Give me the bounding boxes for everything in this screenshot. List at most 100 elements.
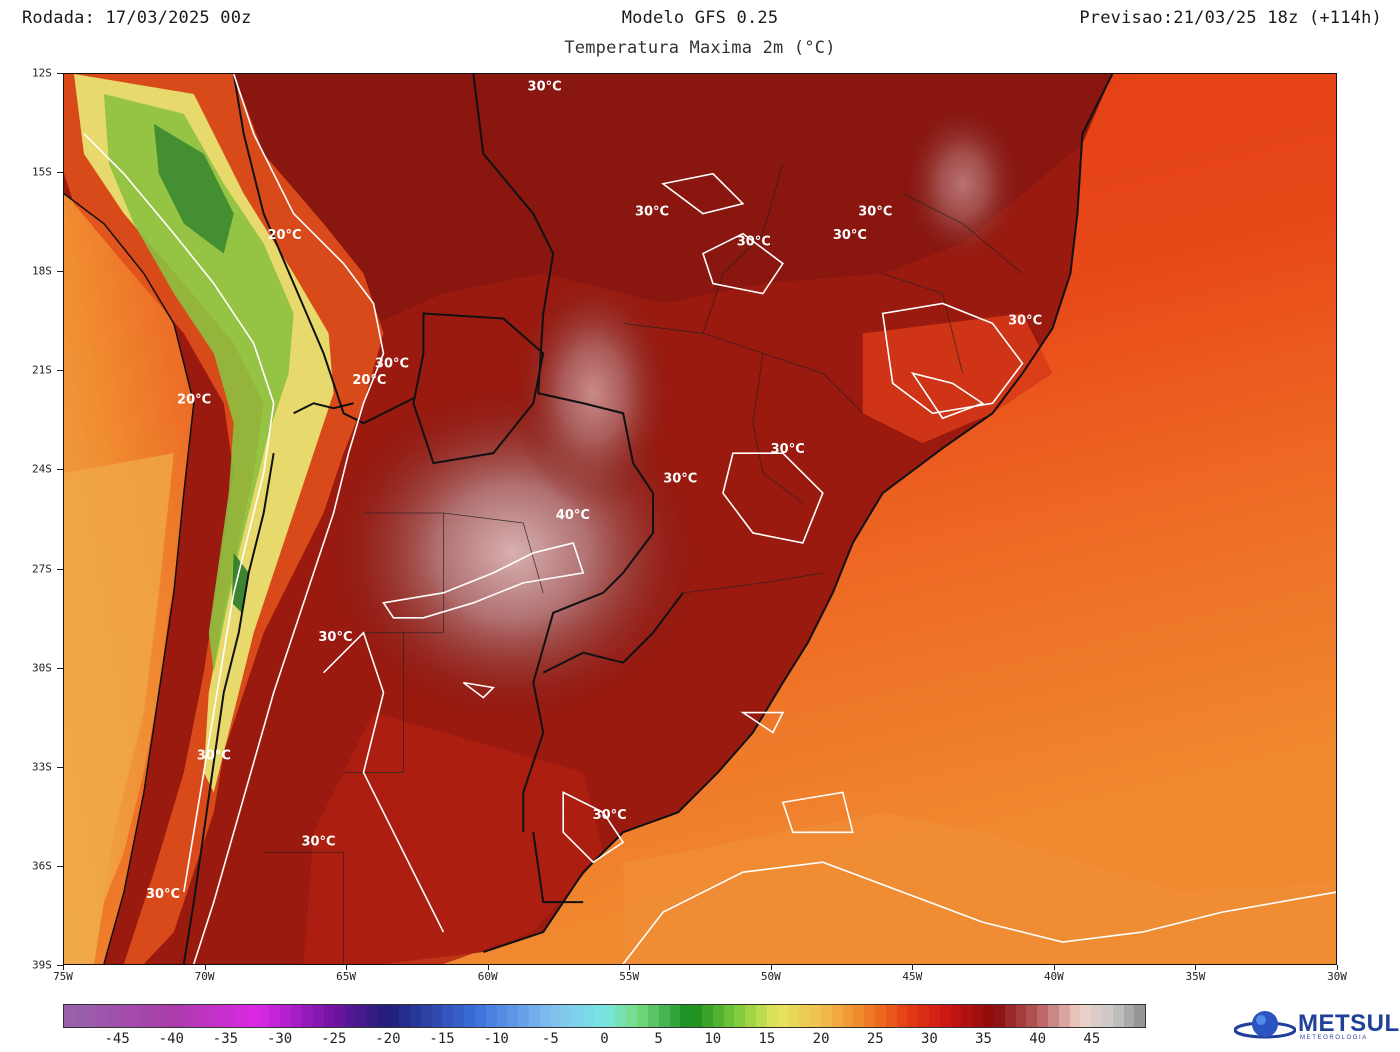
contour-label: 30°C [528,79,562,94]
lon-tick-mark [63,965,64,970]
temperature-map[interactable]: 30°C 30°C 30°C 30°C 30°C 30°C 20°C 30°C 20°C 20°C… [63,73,1337,965]
colorbar-swatch [993,1005,1005,1027]
colorbar-swatch [593,1005,605,1027]
colorbar-swatch [723,1005,735,1027]
lon-tick-label: 60W [477,970,498,983]
colorbar-swatch [658,1005,670,1027]
colorbar-swatch [680,1005,692,1027]
colorbar-swatch [712,1005,724,1027]
colorbar-swatch [150,1005,162,1027]
colorbar-swatch [756,1005,767,1027]
bahia-heat-core [902,103,1023,264]
lon-tick-label: 55W [619,970,640,983]
colorbar-swatch [1123,1005,1135,1027]
colorbar-swatch [864,1005,875,1027]
colorbar-swatch [442,1005,454,1027]
colorbar-tick-label: -5 [541,1031,559,1047]
colorbar-swatch [1112,1005,1124,1027]
colorbar-swatch [810,1005,821,1027]
contour-label: 30°C [737,234,771,249]
lon-tick-label: 70W [194,970,215,983]
colorbar-swatch [691,1005,702,1027]
colorbar-swatch [453,1005,465,1027]
logo-wordmark: METSUL [1298,1010,1400,1037]
colorbar-swatch [1069,1005,1081,1027]
colorbar-swatch [550,1005,562,1027]
contour-label: 30°C [197,749,231,764]
colorbar-swatch [766,1005,778,1027]
lat-tick-label: 18S [32,264,52,278]
colorbar-swatch [734,1005,746,1027]
colorbar-tick-label: 10 [704,1031,722,1047]
colorbar-swatch [172,1005,183,1027]
colorbar-swatch [474,1005,486,1027]
colorbar-swatch [96,1005,108,1027]
highland-dark-green-south [231,552,249,613]
colorbar-swatch [464,1005,475,1027]
lon-tick-label: 50W [760,970,781,983]
pacific-coastline [64,193,195,964]
colorbar-tick-label: -40 [158,1031,184,1047]
colorbar-swatch [345,1005,356,1027]
colorbar-swatch [669,1005,681,1027]
contour-label: 40°C [556,508,590,523]
atlantic-coastline [483,74,1114,953]
contour-label: 30°C [593,808,627,823]
colorbar-tick-label: 35 [975,1031,992,1047]
lon-tick-mark [204,965,206,970]
colorbar-swatch [777,1005,789,1027]
north-warm-zone [223,74,1113,334]
country-borders [182,74,684,964]
contour-label: 20°C [268,228,302,243]
colorbar-swatch [312,1005,324,1027]
colorbar-swatch [247,1005,259,1027]
lat-tick-mark [57,865,63,867]
colorbar-swatch [615,1005,627,1027]
lat-tick-label: 21S [32,363,52,377]
colorbar-swatch [528,1005,540,1027]
colorbar-swatch [874,1005,886,1027]
colorbar-swatch [215,1005,227,1027]
colorbar-swatch [918,1005,929,1027]
colorbar-swatch [788,1005,800,1027]
metsul-logo: METSUL METEOROLOGIA [1233,1008,1399,1044]
state-borders [263,163,1023,964]
lat-tick-mark [57,370,63,372]
map-canvas: 30°C 30°C 30°C 30°C 30°C 30°C 20°C 30°C 20°C 20°C… [64,74,1336,964]
colorbar-tick-label: 45 [1083,1031,1101,1047]
lat-tick-mark [57,271,63,273]
contour-label: 20°C [352,373,386,388]
contour-label: 20°C [177,393,211,408]
colorbar-tick-label: 20 [812,1031,830,1047]
colorbar-tick-label: 15 [758,1031,776,1047]
colorbar-swatch [1047,1005,1059,1027]
pacific-cool-band [64,453,174,964]
colorbar-tick-label: 30 [920,1031,938,1047]
colorbar-swatch [1015,1005,1027,1027]
colorbar-swatch [226,1005,237,1027]
colorbar-swatch [896,1005,908,1027]
colorbar-tick-label: 40 [1029,1031,1047,1047]
lon-tick-label: 75W [53,970,73,983]
colorbar-swatch [269,1005,281,1027]
contour-label: 30°C [771,442,805,457]
contour-label: 30°C [1008,314,1042,329]
variable-title: Temperatura Maxima 2m (°C) [564,38,836,58]
colorbar-swatch [831,1005,843,1027]
colorbar-swatch [420,1005,432,1027]
colorbar-swatch [85,1005,97,1027]
colorbar-swatch [128,1005,140,1027]
lat-tick-label: 36S [32,859,52,873]
lon-tick-mark [346,965,348,970]
colorbar-swatch [323,1005,335,1027]
colorbar-tick-label: 0 [600,1031,609,1047]
colorbar-tick-label: -30 [266,1031,293,1047]
colorbar-swatch [301,1005,313,1027]
colorbar-swatch [604,1005,616,1027]
colorbar-swatch [853,1005,865,1027]
colorbar-swatch [1037,1005,1048,1027]
colorbar-swatch [1134,1005,1146,1027]
colorbar-swatch [507,1005,519,1027]
lat-tick-label: 33S [32,760,52,774]
colorbar-swatch [64,1005,75,1027]
